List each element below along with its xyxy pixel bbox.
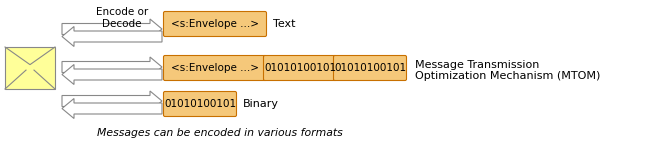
Text: 01010100101: 01010100101: [164, 99, 236, 109]
FancyBboxPatch shape: [263, 56, 336, 80]
Text: 01010100101: 01010100101: [334, 63, 406, 73]
Text: Messages can be encoded in various formats: Messages can be encoded in various forma…: [97, 128, 343, 138]
FancyBboxPatch shape: [163, 56, 266, 80]
Polygon shape: [62, 57, 162, 77]
Text: Optimization Mechanism (MTOM): Optimization Mechanism (MTOM): [415, 71, 600, 81]
Text: Message Transmission: Message Transmission: [415, 60, 540, 70]
Polygon shape: [62, 27, 162, 47]
FancyBboxPatch shape: [334, 56, 407, 80]
Text: 01010100101: 01010100101: [264, 63, 336, 73]
Text: <s:Envelope ...>: <s:Envelope ...>: [171, 63, 259, 73]
Polygon shape: [62, 91, 162, 111]
FancyBboxPatch shape: [5, 47, 55, 89]
Text: Encode or
Decode: Encode or Decode: [96, 7, 148, 29]
Polygon shape: [62, 19, 162, 39]
FancyBboxPatch shape: [163, 91, 236, 116]
Text: Binary: Binary: [243, 99, 279, 109]
Polygon shape: [62, 98, 162, 118]
Polygon shape: [62, 65, 162, 85]
Text: <s:Envelope ...>: <s:Envelope ...>: [171, 19, 259, 29]
FancyBboxPatch shape: [163, 11, 266, 37]
Text: Text: Text: [273, 19, 295, 29]
